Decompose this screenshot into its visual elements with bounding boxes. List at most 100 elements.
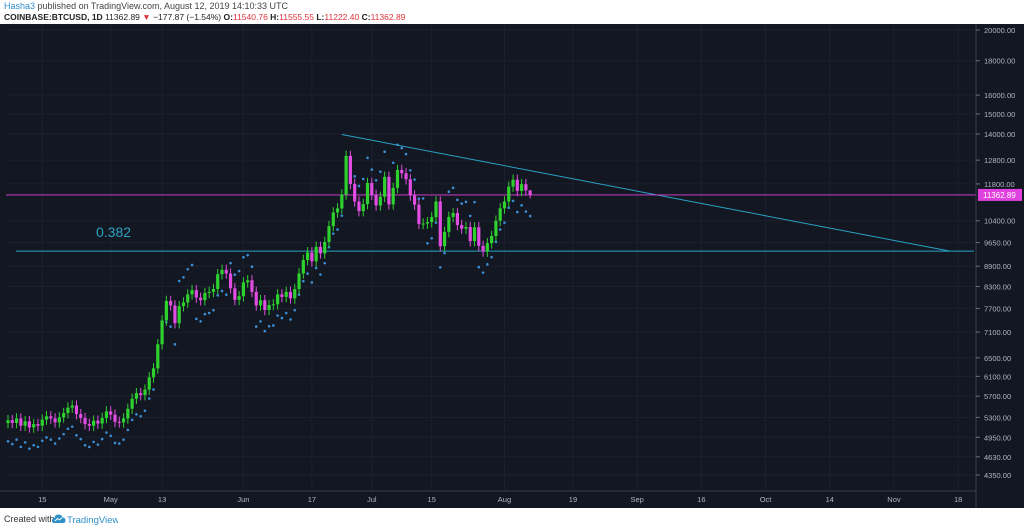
- candle-body: [361, 204, 365, 212]
- sar-dot: [207, 311, 211, 315]
- sar-dot: [507, 206, 511, 210]
- y-tick-label: 7100.00: [984, 328, 1011, 337]
- sar-dot: [242, 255, 245, 259]
- open-label: O:: [223, 12, 233, 22]
- sar-dot: [361, 177, 365, 181]
- sar-dot: [438, 266, 442, 269]
- candle-body: [199, 297, 203, 301]
- sar-dot: [516, 210, 519, 214]
- cloud-icon: [52, 514, 66, 523]
- candle-body: [53, 418, 57, 423]
- y-tick-label: 12800.00: [984, 156, 1015, 165]
- sar-dot: [10, 442, 14, 446]
- candle-body: [417, 204, 421, 224]
- candle-body: [130, 398, 134, 409]
- parabolic-sar: [6, 143, 532, 450]
- candle-body: [40, 419, 44, 426]
- sar-dot: [404, 152, 408, 156]
- sar-dot: [126, 428, 130, 432]
- candle-body: [164, 300, 168, 321]
- sar-dot: [430, 236, 434, 240]
- candle-body: [220, 269, 224, 275]
- sar-dot: [139, 415, 142, 418]
- candle-body: [404, 173, 408, 180]
- sar-dot: [374, 179, 378, 182]
- chart-area[interactable]: 20000.00 18000.00 16000.00 15000.00 14000.00…: [0, 24, 1024, 508]
- candle-body: [310, 252, 314, 262]
- candle-body: [485, 243, 489, 252]
- candle-body: [502, 201, 507, 209]
- candle-body: [365, 182, 370, 205]
- sar-dot: [383, 150, 386, 153]
- sar-dot: [336, 228, 339, 231]
- candle-body: [498, 208, 502, 221]
- y-tick-label: 5300.00: [984, 413, 1011, 422]
- candle-body: [383, 176, 387, 197]
- sar-dot: [391, 161, 395, 165]
- price-change: −177.87 (−1.54%): [153, 12, 222, 22]
- candle-body: [177, 306, 181, 324]
- sar-dot: [409, 169, 412, 172]
- close-value: 11362.89: [370, 12, 406, 22]
- candle-body: [357, 201, 361, 212]
- candle-body: [207, 291, 211, 293]
- candle-body: [228, 273, 233, 289]
- sar-dot: [464, 200, 468, 204]
- candle-body: [293, 289, 297, 299]
- y-tick-label: 20000.00: [984, 26, 1015, 35]
- y-tick-label: 5700.00: [984, 392, 1011, 401]
- sar-dot: [254, 325, 258, 328]
- tradingview-logo[interactable]: TradingView: [52, 513, 118, 526]
- candle-body: [438, 201, 442, 247]
- candle-body: [203, 292, 207, 301]
- candle-body: [468, 226, 472, 242]
- sar-dot: [272, 324, 275, 327]
- candle-body: [186, 294, 190, 303]
- candle-body: [62, 413, 66, 418]
- sar-dot: [327, 245, 331, 249]
- candle-body: [288, 291, 293, 299]
- x-tick-label: 17: [308, 495, 316, 504]
- sar-dot: [169, 325, 172, 328]
- candle-body: [36, 424, 40, 426]
- candle-body: [297, 273, 301, 290]
- sar-dot: [96, 443, 100, 446]
- candle-body: [27, 421, 31, 428]
- y-tick-label: 18000.00: [984, 57, 1015, 66]
- sar-dot: [400, 146, 404, 150]
- y-tick-label: 9650.00: [984, 239, 1011, 248]
- sar-dot: [310, 281, 314, 284]
- candle-body: [267, 305, 271, 310]
- candle-body: [147, 377, 151, 390]
- y-tick-label: 4350.00: [984, 471, 1011, 480]
- open-value: 11540.76: [232, 12, 268, 22]
- candle-body: [344, 155, 348, 195]
- sar-dot: [498, 228, 502, 231]
- sar-dot: [426, 242, 429, 245]
- price-chart[interactable]: 20000.00 18000.00 16000.00 15000.00 14000.00…: [0, 24, 1024, 508]
- candle-body: [472, 227, 477, 242]
- candle-body: [160, 320, 164, 345]
- down-arrow-icon: ▼: [142, 12, 151, 22]
- author-link[interactable]: Hasha3: [4, 1, 36, 11]
- sar-dot: [417, 197, 421, 201]
- sar-dot: [276, 314, 279, 317]
- candle-body: [481, 245, 485, 252]
- candle-body: [87, 424, 91, 426]
- candle-body: [340, 194, 344, 209]
- sar-dot: [528, 214, 532, 218]
- x-tick-label: May: [104, 495, 118, 504]
- candle-body: [421, 223, 425, 225]
- sar-dot: [473, 200, 476, 204]
- candle-body: [331, 212, 335, 227]
- candle-body: [378, 196, 382, 206]
- ohlc-line: COINBASE:BTCUSD, 1D 11362.89 ▼ −177.87 (…: [4, 12, 405, 22]
- candle-body: [374, 194, 378, 206]
- sar-dot: [122, 438, 125, 441]
- candle-body: [181, 302, 186, 307]
- symbol-label: COINBASE:BTCUSD, 1D: [4, 12, 103, 22]
- candle-body: [241, 282, 245, 297]
- sar-dot: [314, 266, 318, 270]
- fib-level-label: 0.382: [96, 224, 131, 240]
- candle-body: [233, 288, 237, 300]
